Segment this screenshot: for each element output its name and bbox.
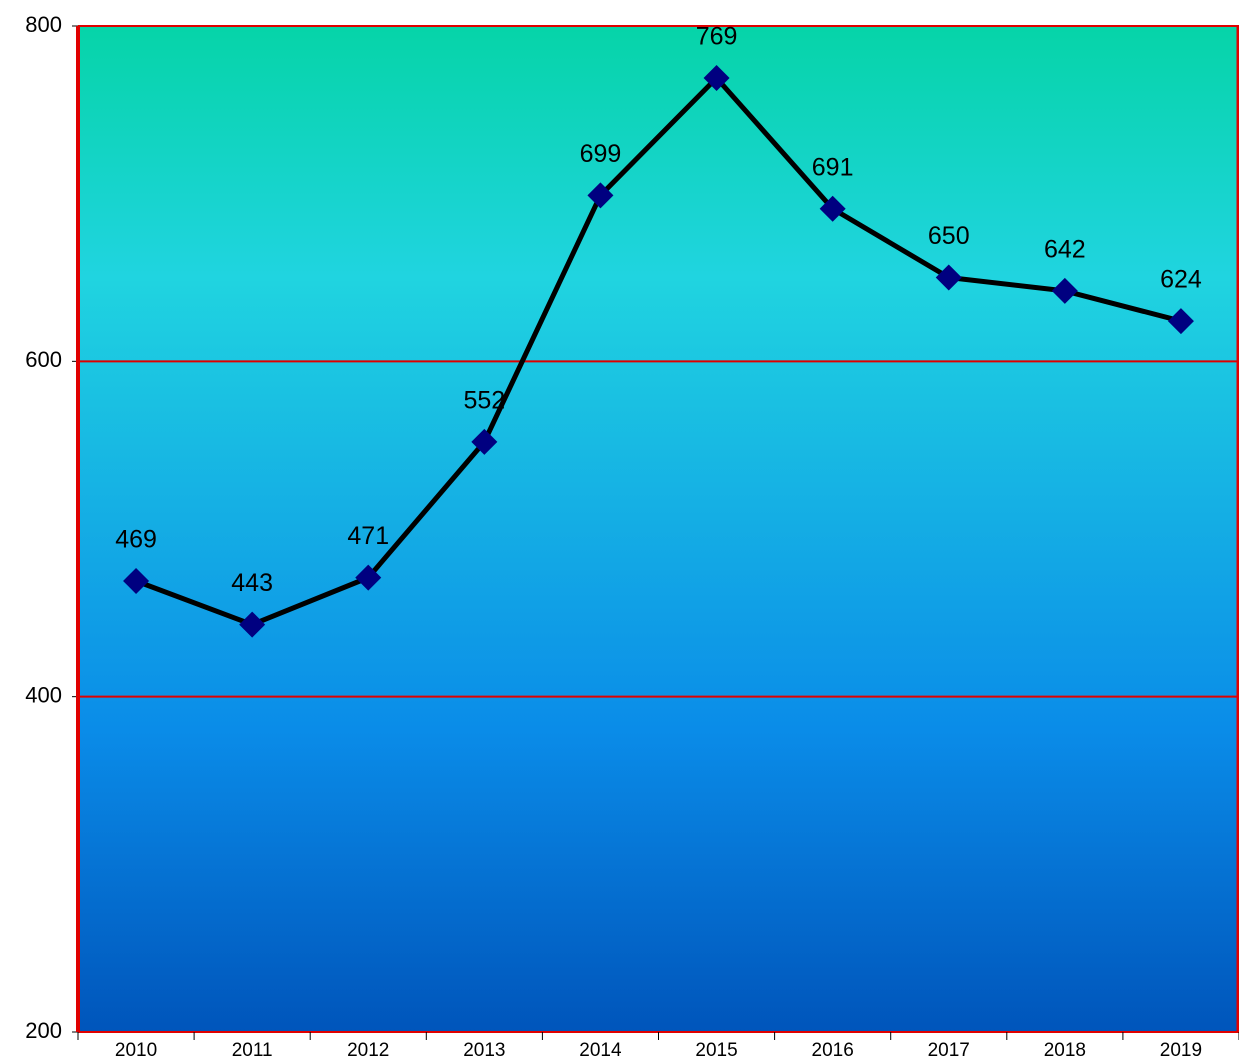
data-label: 699	[580, 140, 622, 168]
data-line	[135, 75, 1182, 628]
x-tick-label: 2013	[463, 1040, 505, 1061]
data-marker	[1167, 308, 1194, 335]
data-label: 642	[1044, 236, 1086, 264]
x-tick-label: 2016	[812, 1040, 854, 1061]
data-marker	[123, 567, 150, 594]
data-marker	[1051, 277, 1078, 304]
data-label: 469	[115, 526, 157, 554]
x-tick-label: 2011	[232, 1040, 273, 1061]
data-marker	[703, 64, 730, 91]
y-tick-label: 600	[25, 347, 62, 372]
data-label: 471	[347, 522, 389, 550]
data-marker	[935, 264, 962, 291]
x-tick-label: 2017	[928, 1040, 970, 1061]
y-tick-label: 200	[25, 1018, 62, 1043]
data-label: 552	[463, 386, 505, 414]
x-tick-label: 2019	[1160, 1040, 1202, 1061]
x-tick-label: 2015	[695, 1040, 737, 1061]
data-marker	[239, 611, 266, 638]
data-marker	[587, 182, 614, 209]
y-tick-label: 400	[25, 682, 62, 707]
data-label: 443	[231, 569, 273, 597]
x-tick-label: 2018	[1044, 1040, 1086, 1061]
x-tick-label: 2014	[579, 1040, 622, 1061]
x-tick-label: 2010	[115, 1040, 157, 1061]
data-label: 650	[928, 222, 970, 250]
data-marker	[819, 195, 846, 222]
data-marker	[355, 564, 382, 591]
data-marker	[471, 428, 498, 455]
data-label: 691	[812, 153, 854, 181]
plot-area	[78, 26, 1239, 1032]
data-label: 624	[1160, 266, 1202, 294]
y-tick-label: 800	[25, 12, 62, 37]
data-label: 769	[696, 23, 738, 51]
x-tick-label: 2012	[347, 1040, 389, 1061]
